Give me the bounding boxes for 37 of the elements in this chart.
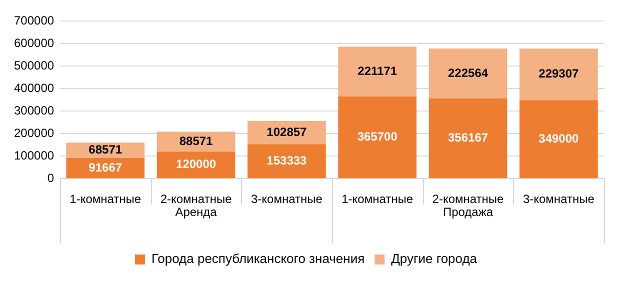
- data-label: 229307: [538, 66, 580, 81]
- data-label: 120000: [176, 157, 216, 172]
- y-tick-label: 600000: [14, 36, 54, 50]
- bar: [338, 46, 417, 96]
- data-label: 349000: [538, 131, 580, 146]
- y-tick-label: 700000: [14, 14, 54, 28]
- bar: [520, 100, 598, 178]
- data-label: 102857: [266, 124, 308, 139]
- text: Аренда: [175, 204, 218, 219]
- x-tick-label: 2-комнатные: [432, 192, 504, 206]
- legend-label: Другие города: [391, 251, 478, 266]
- data-label: 356167: [448, 130, 488, 145]
- y-tick-label: 200000: [14, 126, 54, 140]
- data-label: 91667: [88, 160, 122, 174]
- y-tick-label: 0: [47, 170, 54, 185]
- data-label: 68571: [88, 142, 122, 157]
- bar: [428, 48, 508, 99]
- bar: [338, 96, 417, 178]
- data-label: 221171: [358, 64, 398, 78]
- data-label: 153333: [266, 153, 308, 168]
- x-tick-label: 3-комнатные: [522, 192, 595, 206]
- x-tick-label: 1-комнатные: [70, 192, 142, 206]
- bar: [248, 144, 326, 178]
- text: Продажа: [442, 204, 494, 219]
- y-tick-label: 300000: [14, 103, 54, 118]
- data-label: 365700: [357, 130, 398, 144]
- bar: [520, 48, 598, 100]
- y-tick-label: 400000: [14, 80, 54, 95]
- legend-label: Города республиканского значения: [151, 251, 365, 266]
- data-label: 88571: [179, 134, 214, 148]
- x-tick-label: 2-комнатные: [160, 192, 232, 206]
- x-tick-label: 3-комнатные: [250, 192, 323, 206]
- x-tick-label: 1-комнатные: [342, 192, 414, 206]
- y-tick-label: 500000: [14, 58, 54, 72]
- y-tick-label: 100000: [14, 148, 54, 162]
- data-label: 222564: [448, 66, 488, 80]
- bar: [428, 98, 508, 178]
